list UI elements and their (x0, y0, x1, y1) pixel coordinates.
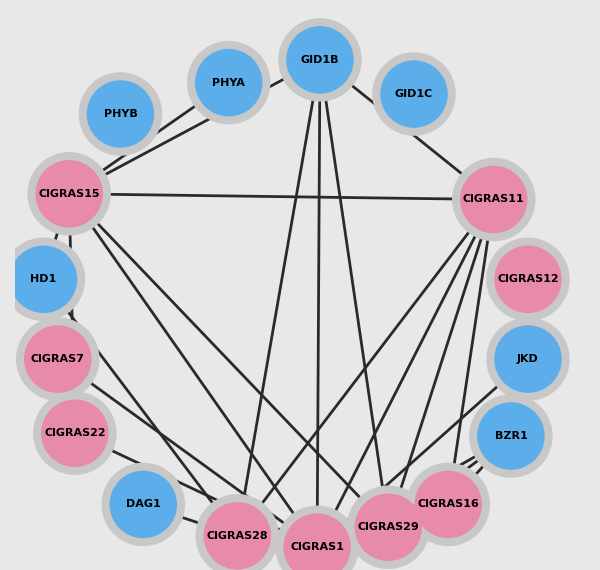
Circle shape (204, 503, 271, 569)
Circle shape (188, 42, 270, 124)
Text: JKD: JKD (517, 354, 539, 364)
Circle shape (79, 73, 161, 155)
Text: ClGRAS28: ClGRAS28 (206, 531, 268, 541)
Circle shape (381, 61, 447, 127)
Circle shape (453, 158, 535, 241)
Circle shape (279, 19, 361, 101)
Circle shape (25, 326, 91, 392)
Text: ClGRAS29: ClGRAS29 (358, 522, 419, 532)
Circle shape (415, 471, 481, 538)
Circle shape (102, 463, 184, 545)
Circle shape (196, 50, 262, 116)
Text: ClGRAS16: ClGRAS16 (418, 499, 479, 510)
Circle shape (276, 506, 358, 570)
Text: ClGRAS7: ClGRAS7 (31, 354, 85, 364)
Circle shape (17, 318, 99, 400)
Text: ClGRAS12: ClGRAS12 (497, 274, 559, 284)
Circle shape (487, 318, 569, 400)
Text: GID1C: GID1C (395, 89, 433, 99)
Text: PHYB: PHYB (104, 109, 137, 119)
Circle shape (470, 395, 552, 477)
Circle shape (110, 471, 176, 538)
Circle shape (407, 463, 489, 545)
Circle shape (495, 326, 561, 392)
Circle shape (88, 81, 154, 147)
Circle shape (34, 392, 116, 474)
Text: ClGRAS22: ClGRAS22 (44, 428, 106, 438)
Circle shape (10, 246, 77, 312)
Circle shape (2, 238, 85, 320)
Text: PHYA: PHYA (212, 78, 245, 88)
Circle shape (487, 238, 569, 320)
Text: GID1B: GID1B (301, 55, 339, 65)
Circle shape (355, 494, 421, 560)
Text: ClGRAS15: ClGRAS15 (38, 189, 100, 199)
Circle shape (287, 27, 353, 93)
Circle shape (36, 161, 102, 227)
Circle shape (28, 153, 110, 235)
Circle shape (196, 495, 278, 570)
Circle shape (284, 514, 350, 570)
Circle shape (373, 53, 455, 135)
Text: DAG1: DAG1 (126, 499, 161, 510)
Text: ClGRAS1: ClGRAS1 (290, 542, 344, 552)
Text: BZR1: BZR1 (494, 431, 527, 441)
Text: ClGRAS11: ClGRAS11 (463, 194, 524, 205)
Circle shape (461, 166, 527, 233)
Circle shape (495, 246, 561, 312)
Text: HD1: HD1 (31, 274, 56, 284)
Circle shape (42, 400, 108, 466)
Circle shape (347, 486, 430, 568)
Circle shape (478, 403, 544, 469)
